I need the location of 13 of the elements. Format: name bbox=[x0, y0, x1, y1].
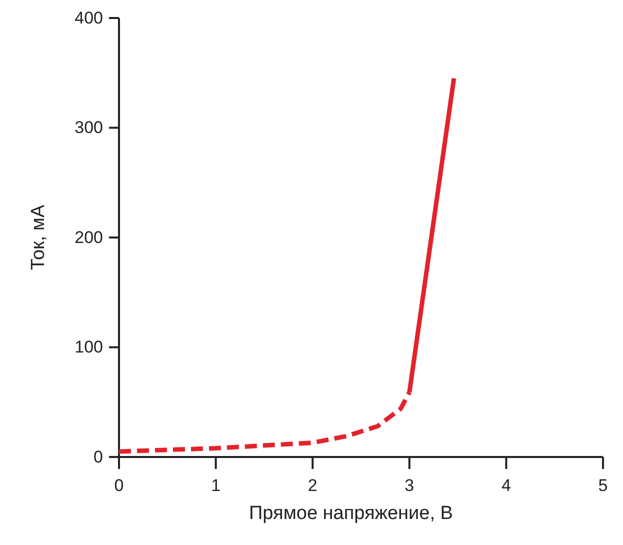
x-tick-label: 0 bbox=[114, 476, 124, 496]
y-tick-label: 100 bbox=[74, 338, 103, 357]
y-tick-label: 400 bbox=[74, 8, 103, 28]
y-tick-label: 300 bbox=[74, 118, 103, 138]
x-tick-label: 4 bbox=[501, 476, 511, 496]
x-tick-label: 1 bbox=[211, 476, 221, 496]
x-tick-label: 2 bbox=[308, 476, 318, 496]
x-tick-label: 3 bbox=[404, 476, 414, 496]
y-axis-title: Ток, мА bbox=[28, 204, 49, 270]
x-axis-title: Прямое напряжение, В bbox=[249, 503, 453, 524]
x-tick-label: 5 bbox=[598, 476, 608, 496]
y-tick-label: 0 bbox=[94, 447, 103, 466]
y-tick-label: 200 bbox=[74, 228, 103, 247]
